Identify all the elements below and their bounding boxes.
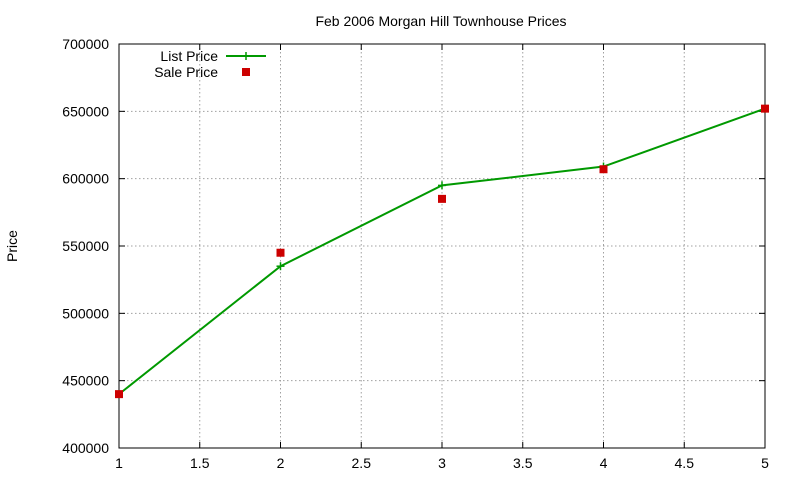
sale-price-point xyxy=(276,248,285,257)
legend-marker-list-price xyxy=(242,52,250,60)
y-tick-label: 400000 xyxy=(62,440,109,456)
sale-price-point xyxy=(761,104,769,113)
y-axis-label: Price xyxy=(4,230,20,262)
sale-price-point xyxy=(438,194,446,203)
x-tick-label: 3 xyxy=(438,455,446,471)
y-tick-label: 600000 xyxy=(62,171,109,187)
y-tick-label: 650000 xyxy=(62,103,109,119)
axis-ticks: 1 1.5 2 2.5 3 3.5 4 4.5 5 400000 450000 500000 55000… xyxy=(62,36,769,471)
x-tick-label: 4 xyxy=(600,455,608,471)
x-tick-label: 1 xyxy=(115,455,123,471)
x-tick-label: 2 xyxy=(277,455,285,471)
legend-marker-sale-price xyxy=(242,68,250,76)
y-tick-label: 550000 xyxy=(62,238,109,254)
sale-price-point xyxy=(599,165,608,174)
x-tick-label: 3.5 xyxy=(513,455,533,471)
list-price-point xyxy=(276,262,285,271)
x-tick-label: 5 xyxy=(761,455,769,471)
legend-label-sale-price: Sale Price xyxy=(154,64,218,80)
y-tick-label: 700000 xyxy=(62,36,109,52)
grid xyxy=(119,44,765,448)
list-price-point xyxy=(438,181,446,190)
series-layer xyxy=(115,104,769,399)
y-tick-label: 500000 xyxy=(62,305,109,321)
chart-title: Feb 2006 Morgan Hill Townhouse Prices xyxy=(315,13,566,29)
x-tick-label: 2.5 xyxy=(352,455,372,471)
sale-price-point xyxy=(115,390,123,399)
list-price-line xyxy=(118,107,766,395)
x-tick-label: 4.5 xyxy=(675,455,695,471)
legend-label-list-price: List Price xyxy=(160,48,218,64)
y-tick-label: 450000 xyxy=(62,373,109,389)
x-tick-label: 1.5 xyxy=(190,455,210,471)
